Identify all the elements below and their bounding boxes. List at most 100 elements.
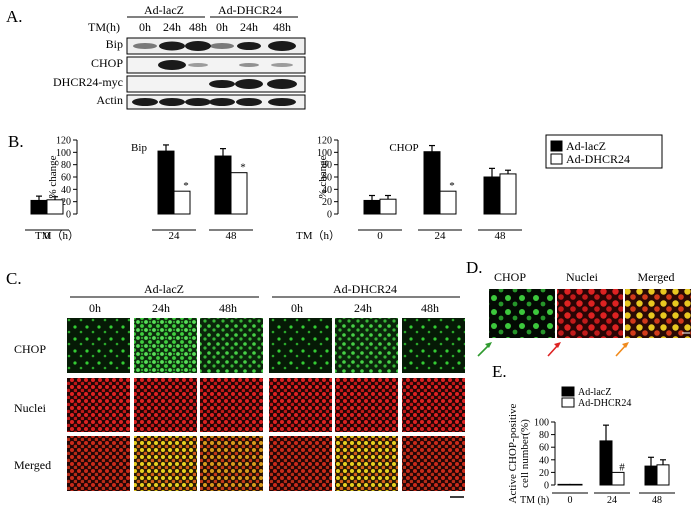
actin-bands <box>132 98 296 106</box>
c-time-5: 48h <box>421 301 439 315</box>
x-axis-label: TM（h） <box>296 229 340 242</box>
bar <box>379 198 397 215</box>
y-axis-label: % change <box>47 155 59 198</box>
significance-mark: * <box>183 180 189 192</box>
y-tick-label: 60 <box>61 173 71 184</box>
a-group-lacz: Ad-lacZ <box>144 3 184 17</box>
y-tick-label: 100 <box>534 418 549 429</box>
band <box>271 63 293 67</box>
band <box>185 41 211 51</box>
d-image-nuclei <box>557 289 623 338</box>
y-tick-label: 40 <box>61 185 71 196</box>
c-time-2: 48h <box>219 301 237 315</box>
micro-lacz-48h-merged <box>200 436 263 491</box>
legend-b-box <box>545 134 663 169</box>
band <box>188 63 208 67</box>
band <box>132 98 158 106</box>
chop-bands <box>158 60 293 70</box>
bar <box>423 151 441 215</box>
bar <box>499 173 517 215</box>
legend-e-swatch-lacz <box>561 386 575 397</box>
band <box>159 41 185 51</box>
c-time-1: 24h <box>152 301 170 315</box>
micro-lacz-0h-nuclei <box>67 378 130 432</box>
bar <box>557 483 571 486</box>
y-tick-label: 120 <box>56 136 71 147</box>
legend-b: Ad-lacZ Ad-DHCR24 <box>545 134 663 169</box>
bip-bands <box>133 41 296 51</box>
bar <box>363 199 381 215</box>
x-tick-label: 48 <box>495 230 507 242</box>
micro-lacz-24h-merged <box>134 436 197 491</box>
legend-b-label-dhcr24: Ad-DHCR24 <box>566 152 630 166</box>
band <box>209 98 235 106</box>
bar <box>214 155 232 215</box>
bar <box>157 150 175 215</box>
a-time-3: 0h <box>216 20 228 34</box>
panel-b-label: B. <box>8 132 24 151</box>
y-tick-label: 0 <box>544 481 549 492</box>
x-tick-label: 0 <box>377 230 383 242</box>
band <box>158 60 186 70</box>
c-group-dhcr24: Ad-DHCR24 <box>333 282 397 296</box>
y-tick-label: 120 <box>317 136 332 147</box>
legend-e-swatch-dhcr24 <box>561 397 575 408</box>
legend-b-swatch-dhcr24 <box>550 153 563 165</box>
y-tick-label: 100 <box>317 148 332 159</box>
panel-a-label: A. <box>6 7 23 26</box>
micro-dhcr24-24h-chop <box>335 318 398 373</box>
y-tick-label: 20 <box>322 197 332 208</box>
a-time-1: 24h <box>163 20 181 34</box>
bar <box>483 176 501 215</box>
c-time-4: 24h <box>354 301 372 315</box>
bar <box>569 483 583 486</box>
chart-title: CHOP <box>389 142 418 154</box>
panel-e-label: E. <box>492 362 507 381</box>
arrow-orange <box>615 344 627 357</box>
y-tick-label: 80 <box>61 160 71 171</box>
tm-label: TM(h) <box>88 20 120 34</box>
y-tick-label: 80 <box>322 160 332 171</box>
bar <box>230 172 248 215</box>
micro-dhcr24-48h-merged <box>402 436 465 491</box>
x-tick-label: 24 <box>607 495 617 506</box>
x-tick-label: 24 <box>435 230 447 242</box>
y-tick-label: 40 <box>539 455 549 466</box>
y-tick-label: 0 <box>66 210 71 221</box>
panel-c-label: C. <box>6 269 22 288</box>
bar <box>656 464 670 486</box>
band <box>237 42 261 50</box>
x-tick-label: 0 <box>44 230 50 242</box>
y-tick-label: 40 <box>322 185 332 196</box>
y-tick-label: 80 <box>539 430 549 441</box>
blot-label-dhcr24-myc: DHCR24-myc <box>53 75 123 89</box>
micro-lacz-24h-chop <box>134 318 197 373</box>
band <box>159 98 185 106</box>
arrow-green-head <box>485 342 492 348</box>
micro-dhcr24-0h-merged <box>269 436 332 491</box>
significance-mark: # <box>619 461 625 473</box>
d-image-chop <box>489 289 555 338</box>
c-time-3: 0h <box>291 301 303 315</box>
a-time-5: 48h <box>273 20 291 34</box>
a-time-0: 0h <box>139 20 151 34</box>
band <box>239 63 259 67</box>
micro-lacz-24h-nuclei <box>134 378 197 432</box>
y-axis-label: cell number(%) <box>519 419 531 488</box>
y-axis-label: Active CHOP-positive <box>507 403 519 503</box>
blot-label-actin: Actin <box>96 93 123 107</box>
band <box>210 43 234 49</box>
legend-e: Ad-lacZ Ad-DHCR24 <box>561 386 631 409</box>
x-tick-label: 24 <box>169 230 181 242</box>
bar <box>644 465 658 486</box>
legend-b-label-lacz: Ad-lacZ <box>566 139 606 153</box>
d-col-merged: Merged <box>637 270 674 284</box>
bar <box>30 199 48 215</box>
micro-lacz-0h-chop <box>67 318 130 373</box>
band <box>268 41 296 51</box>
chart-title: Bip <box>131 142 147 154</box>
band <box>133 43 157 49</box>
